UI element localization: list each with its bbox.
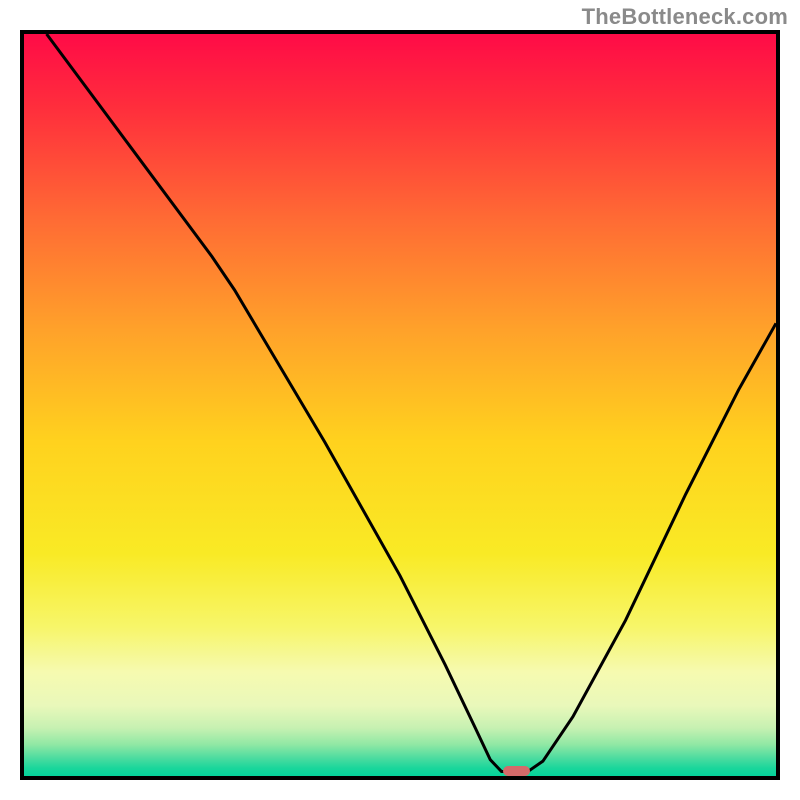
curve-line (24, 34, 776, 776)
plot-area (20, 30, 780, 780)
bottleneck-marker (503, 766, 529, 776)
chart-container: TheBottleneck.com (0, 0, 800, 800)
watermark-text: TheBottleneck.com (582, 4, 788, 30)
